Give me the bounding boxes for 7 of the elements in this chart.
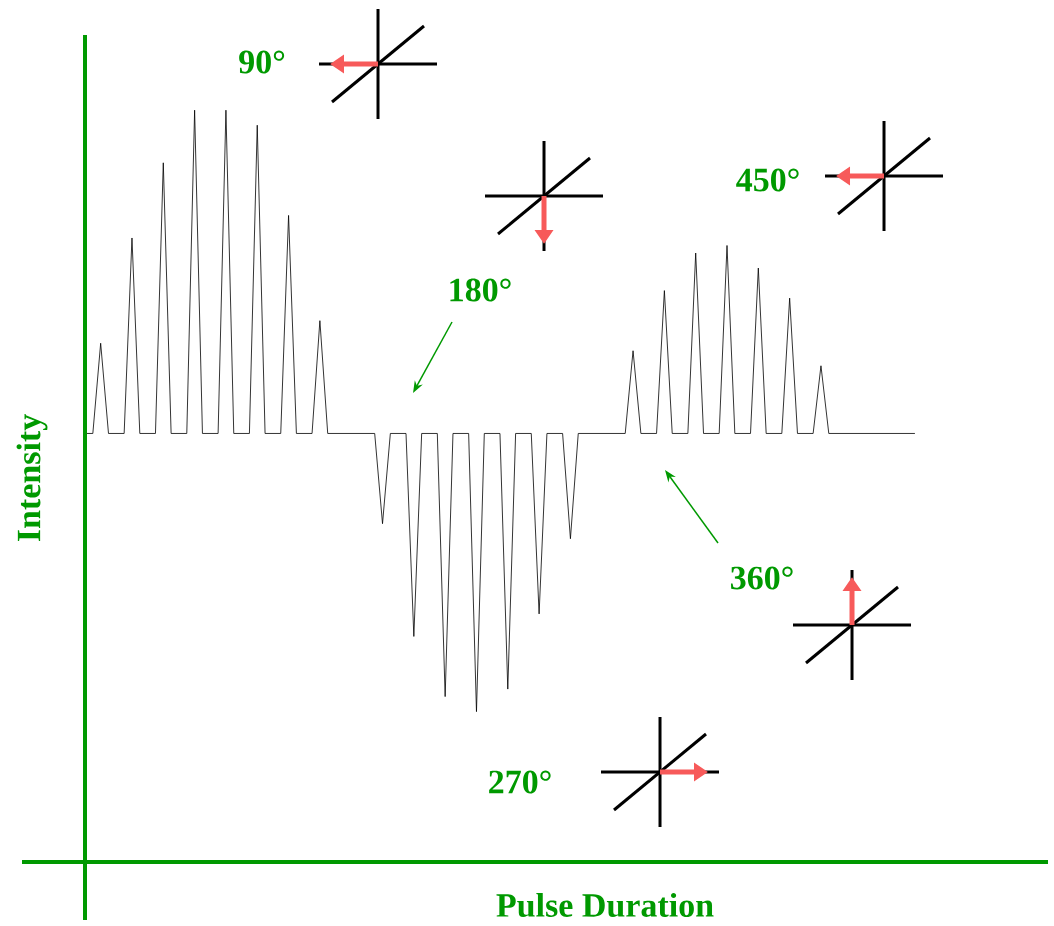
x-axis-title: Pulse Duration xyxy=(496,893,714,917)
text: 90° xyxy=(239,50,285,74)
annotation: 180° xyxy=(450,278,511,302)
annotation: 270° xyxy=(489,770,551,794)
annotation: 360° xyxy=(731,566,793,590)
y-axis-title: Intensity xyxy=(16,414,48,542)
annotation: 450° xyxy=(736,168,799,192)
